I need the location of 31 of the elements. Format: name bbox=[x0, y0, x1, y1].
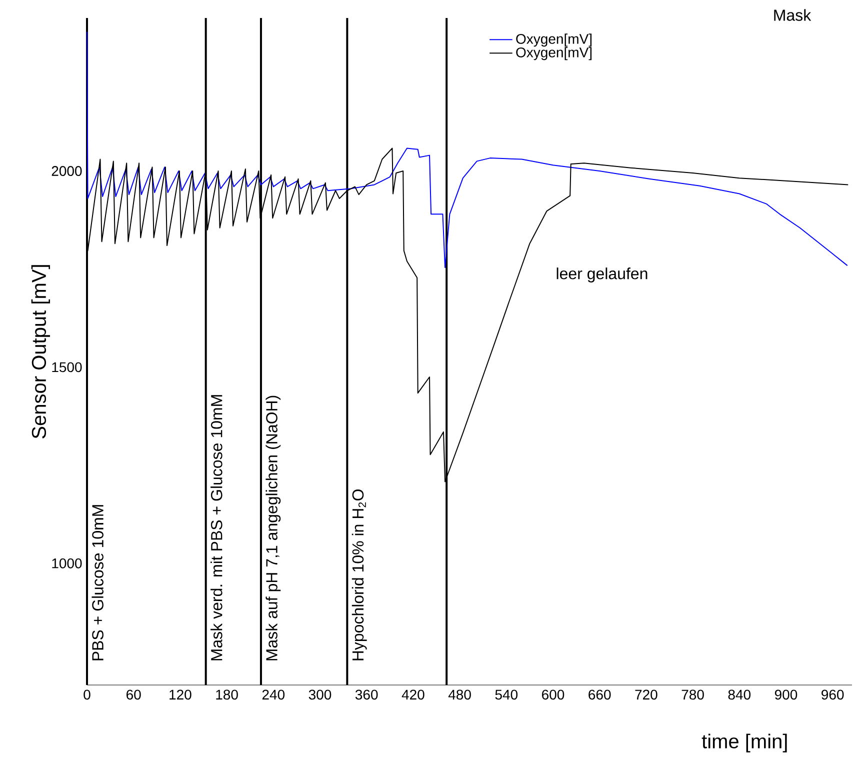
line-series bbox=[86, 31, 848, 268]
ref-line-label: PBS + Glucose 10mM bbox=[92, 505, 104, 660]
x-tick-label: 0 bbox=[84, 690, 90, 700]
x-axis-title: time [min] bbox=[702, 734, 787, 752]
x-tick-label: 300 bbox=[308, 690, 332, 700]
x-tick-label: 540 bbox=[495, 690, 518, 700]
x-tick-label: 660 bbox=[588, 690, 611, 700]
x-tick-label: 720 bbox=[635, 690, 658, 700]
x-tick-label: 360 bbox=[355, 690, 378, 700]
x-tick-label: 240 bbox=[262, 690, 285, 700]
x-tick-label: 420 bbox=[402, 690, 424, 700]
y-tick-label: 1500 bbox=[52, 362, 82, 372]
x-tick-label: 900 bbox=[774, 690, 798, 700]
y-tick-label: 1000 bbox=[52, 558, 82, 568]
x-tick-label: 180 bbox=[216, 690, 238, 700]
x-tick-label: 840 bbox=[728, 690, 751, 700]
x-tick-label: 480 bbox=[448, 690, 471, 700]
annotation: Mask bbox=[774, 9, 812, 21]
annotation: leer gelaufen bbox=[556, 268, 648, 282]
x-tick-label: 780 bbox=[682, 690, 704, 700]
x-tick-label: 120 bbox=[170, 690, 192, 700]
ref-line-label: Mask verd. mit PBS + Glucose 10mM bbox=[210, 395, 222, 660]
legend-label: Oxygen[mV] bbox=[516, 34, 592, 47]
x-tick-label: 960 bbox=[822, 690, 844, 700]
ref-line-label: Mask auf pH 7,1 angeglichen (NaOH) bbox=[266, 396, 281, 660]
x-tick-label: 60 bbox=[126, 690, 141, 700]
y-tick-label: 2000 bbox=[52, 166, 82, 176]
x-tick-label: 600 bbox=[542, 690, 564, 700]
legend-label: Oxygen[mV] bbox=[516, 47, 592, 60]
ref-line-label: Hypochlorid 10% in H$_{2}$O bbox=[352, 489, 367, 660]
y-axis-title: Sensor Output [mV] bbox=[31, 265, 50, 438]
